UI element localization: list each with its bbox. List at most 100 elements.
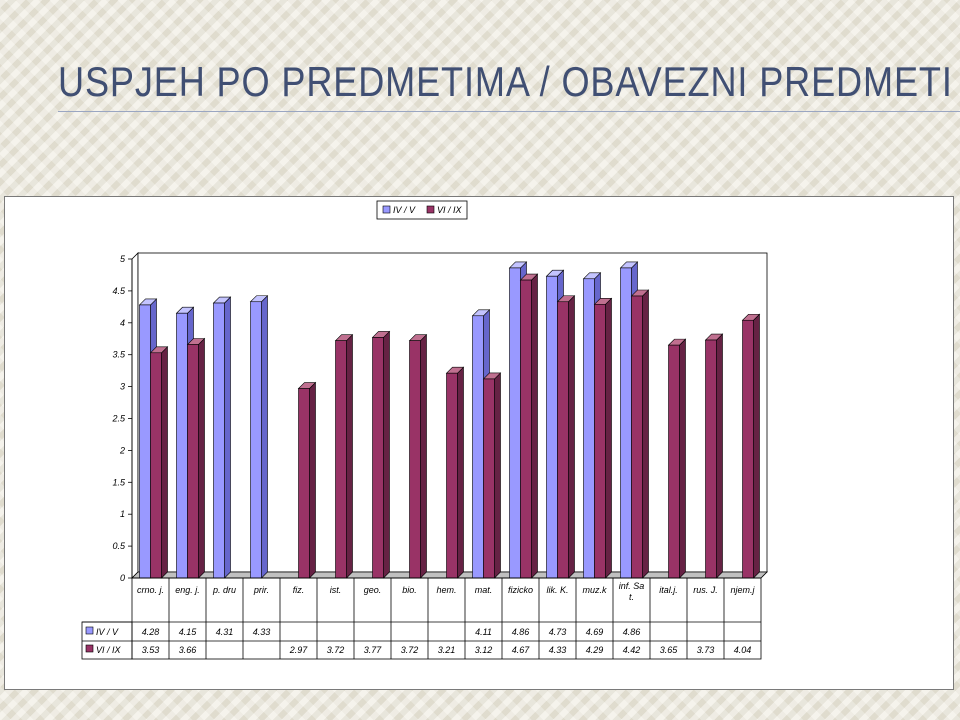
y-tick-label: 3.5 bbox=[112, 350, 126, 360]
bar bbox=[298, 388, 310, 579]
x-tick-label: hem. bbox=[436, 585, 456, 595]
y-tick-label: 1 bbox=[120, 509, 125, 519]
x-tick-label: p. dru bbox=[212, 585, 236, 595]
data-table-value: 3.72 bbox=[401, 645, 419, 655]
bar bbox=[472, 315, 484, 579]
bar bbox=[631, 295, 643, 579]
x-tick-label: ital.j. bbox=[659, 585, 678, 595]
bar-side bbox=[224, 296, 231, 579]
chart-frame: 0 0.5 1 1.5 2 2.5 3 3.5 4 4.5 5 IV / V VI / IX crno. … bbox=[4, 196, 954, 690]
legend-swatch bbox=[426, 205, 435, 214]
bar bbox=[668, 344, 680, 579]
bar-side bbox=[346, 333, 353, 579]
legend-box bbox=[376, 200, 468, 220]
data-table-value: 3.73 bbox=[697, 645, 715, 655]
data-table-value: 4.33 bbox=[253, 627, 271, 637]
bar bbox=[705, 339, 717, 579]
bar bbox=[594, 303, 606, 579]
bar bbox=[483, 378, 495, 579]
y-tick-label: 2.5 bbox=[111, 414, 126, 424]
x-tick-label: prir. bbox=[253, 585, 269, 595]
bar bbox=[372, 337, 384, 579]
bar bbox=[546, 275, 558, 579]
table-legend-swatch bbox=[85, 644, 94, 653]
legend-label: VI / IX bbox=[437, 205, 463, 215]
bar-side bbox=[383, 330, 390, 579]
data-table-value: 3.65 bbox=[660, 645, 679, 655]
x-tick-label: rus. J. bbox=[693, 585, 718, 595]
bar bbox=[409, 340, 421, 579]
data-table-value: 4.73 bbox=[549, 627, 567, 637]
bar-side bbox=[457, 366, 464, 579]
bar-side bbox=[605, 297, 612, 579]
bar-side bbox=[642, 289, 649, 579]
slide-title: Uspjeh po predmetima / obavezni predmeti bbox=[58, 58, 953, 105]
bar-side bbox=[679, 338, 686, 579]
x-tick-label: ist. bbox=[330, 585, 342, 595]
bar bbox=[335, 340, 347, 579]
y-tick-label: 5 bbox=[120, 254, 126, 264]
legend-label: IV / V bbox=[393, 205, 416, 215]
data-table-value: 4.42 bbox=[623, 645, 641, 655]
data-table-value: 3.72 bbox=[327, 645, 345, 655]
table-series-label: IV / V bbox=[96, 627, 119, 637]
legend-swatch bbox=[382, 205, 391, 214]
data-table-value: 3.12 bbox=[475, 645, 493, 655]
data-table-value: 4.86 bbox=[623, 627, 641, 637]
y-tick-label: 1.5 bbox=[112, 477, 126, 487]
chart-side-wall bbox=[131, 252, 139, 579]
x-tick-label: inf. Sa bbox=[619, 581, 645, 591]
data-table-value: 4.11 bbox=[475, 627, 492, 637]
bar-side bbox=[494, 372, 501, 579]
bar-side bbox=[716, 333, 723, 579]
x-tick-label: fizicko bbox=[508, 585, 533, 595]
table-legend-swatch bbox=[85, 626, 94, 635]
x-tick-label: mat. bbox=[475, 585, 493, 595]
bar-side bbox=[161, 346, 168, 579]
bar bbox=[250, 301, 262, 579]
bar bbox=[176, 312, 188, 579]
data-table-value: 4.33 bbox=[549, 645, 567, 655]
y-tick-label: 0.5 bbox=[112, 541, 126, 551]
bar bbox=[620, 267, 632, 579]
bar bbox=[139, 304, 151, 579]
bar bbox=[446, 372, 458, 579]
bar-side bbox=[420, 333, 427, 579]
bar bbox=[213, 302, 225, 579]
data-table-value: 4.31 bbox=[216, 627, 234, 637]
bar bbox=[509, 267, 521, 579]
data-table-value: 4.15 bbox=[179, 627, 198, 637]
bar-side bbox=[531, 273, 538, 579]
x-tick-label: t. bbox=[629, 592, 634, 602]
data-table-value: 4.69 bbox=[586, 627, 604, 637]
data-table-value: 2.97 bbox=[289, 645, 309, 655]
bar-side bbox=[568, 295, 575, 579]
bar bbox=[520, 279, 532, 579]
x-tick-label: geo. bbox=[364, 585, 382, 595]
x-tick-label: fiz. bbox=[293, 585, 305, 595]
bar bbox=[150, 352, 162, 579]
table-series-label: VI / IX bbox=[96, 645, 122, 655]
data-table-value: 3.53 bbox=[142, 645, 160, 655]
y-tick-label: 4.5 bbox=[112, 286, 126, 296]
data-table-value: 4.29 bbox=[586, 645, 604, 655]
bar-side bbox=[198, 337, 205, 579]
data-table-value: 4.67 bbox=[512, 645, 531, 655]
bar bbox=[187, 344, 199, 579]
data-table-value: 4.86 bbox=[512, 627, 530, 637]
bar bbox=[583, 278, 595, 579]
bar-side bbox=[309, 381, 316, 579]
bar-side bbox=[261, 295, 268, 579]
data-table-value: 3.77 bbox=[364, 645, 383, 655]
x-tick-label: lik. K. bbox=[546, 585, 568, 595]
bar bbox=[557, 301, 569, 579]
x-tick-label: bio. bbox=[402, 585, 417, 595]
data-table-value: 4.28 bbox=[142, 627, 160, 637]
y-tick-label: 0 bbox=[120, 573, 125, 583]
data-table-value: 3.66 bbox=[179, 645, 197, 655]
x-tick-label: muz.k bbox=[582, 585, 607, 595]
x-tick-label: eng. j. bbox=[175, 585, 200, 595]
x-tick-label: njem.j bbox=[730, 585, 755, 595]
bar-chart: 0 0.5 1 1.5 2 2.5 3 3.5 4 4.5 5 IV / V VI / IX crno. … bbox=[81, 200, 768, 660]
y-tick-label: 3 bbox=[120, 382, 125, 392]
